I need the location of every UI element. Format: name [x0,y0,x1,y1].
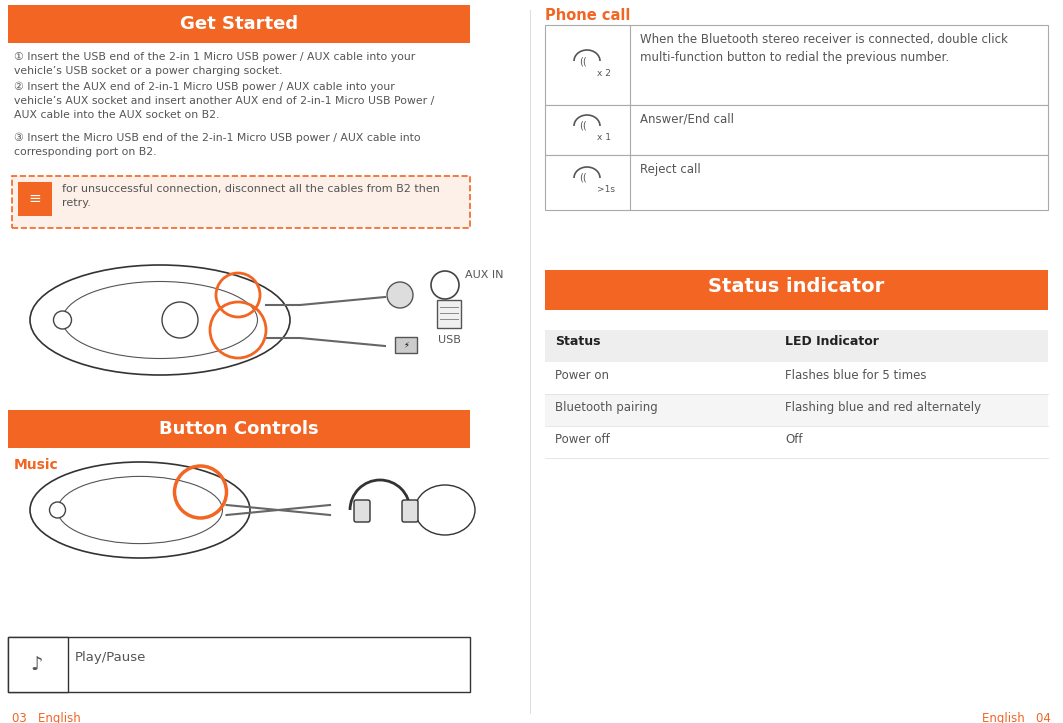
Circle shape [50,502,66,518]
FancyBboxPatch shape [18,182,52,216]
Ellipse shape [415,485,475,535]
Ellipse shape [30,265,290,375]
Circle shape [387,282,414,308]
Text: >1s: >1s [597,186,615,194]
FancyBboxPatch shape [395,337,417,353]
FancyBboxPatch shape [545,330,1048,362]
Text: Flashing blue and red alternately: Flashing blue and red alternately [784,401,981,414]
Text: Flashes blue for 5 times: Flashes blue for 5 times [784,369,927,382]
Ellipse shape [30,462,250,558]
Text: Bluetooth pairing: Bluetooth pairing [555,401,658,414]
FancyBboxPatch shape [402,500,418,522]
FancyBboxPatch shape [545,426,1048,458]
Text: Play/Pause: Play/Pause [75,651,147,664]
FancyBboxPatch shape [12,176,470,228]
Text: Status: Status [555,335,601,348]
FancyBboxPatch shape [545,394,1048,426]
FancyBboxPatch shape [354,500,370,522]
Text: Phone call: Phone call [545,8,630,23]
FancyBboxPatch shape [545,105,1048,155]
FancyBboxPatch shape [9,637,470,692]
Text: ≡: ≡ [29,192,41,207]
Text: Off: Off [784,433,803,446]
Text: ((: (( [579,173,587,183]
Text: When the Bluetooth stereo receiver is connected, double click
multi-function but: When the Bluetooth stereo receiver is co… [640,33,1008,64]
Text: Reject call: Reject call [640,163,701,176]
Text: Power on: Power on [555,369,609,382]
Circle shape [162,302,198,338]
FancyBboxPatch shape [9,410,470,448]
Text: ♪: ♪ [31,654,44,674]
Text: ③ Insert the Micro USB end of the 2-in-1 Micro USB power / AUX cable into
corres: ③ Insert the Micro USB end of the 2-in-1… [14,133,421,158]
Text: ① Insert the USB end of the 2-in 1 Micro USB power / AUX cable into your
vehicle: ① Insert the USB end of the 2-in 1 Micro… [14,52,416,76]
FancyBboxPatch shape [9,637,68,692]
Text: USB: USB [438,335,460,345]
Text: ((: (( [579,56,587,66]
Text: Answer/End call: Answer/End call [640,113,733,126]
Text: Button Controls: Button Controls [159,420,319,438]
FancyBboxPatch shape [545,362,1048,394]
Text: 03   English: 03 English [12,712,81,723]
Text: ((: (( [579,121,587,131]
Text: x 1: x 1 [597,134,611,142]
Circle shape [431,271,459,299]
Text: English   04: English 04 [982,712,1051,723]
FancyBboxPatch shape [9,5,470,43]
Text: Power off: Power off [555,433,610,446]
Text: Get Started: Get Started [180,15,298,33]
Text: for unsuccessful connection, disconnect all the cables from B2 then
retry.: for unsuccessful connection, disconnect … [62,184,440,208]
FancyBboxPatch shape [545,155,1048,210]
Text: Music: Music [14,458,58,472]
Circle shape [53,311,71,329]
Text: ⚡: ⚡ [403,341,409,349]
FancyBboxPatch shape [545,25,1048,105]
Text: Status indicator: Status indicator [708,278,884,296]
Text: x 2: x 2 [597,69,611,77]
FancyBboxPatch shape [545,270,1048,310]
Text: AUX IN: AUX IN [465,270,504,280]
FancyBboxPatch shape [437,300,461,328]
Text: LED Indicator: LED Indicator [784,335,879,348]
Text: ② Insert the AUX end of 2-in-1 Micro USB power / AUX cable into your
vehicle’s A: ② Insert the AUX end of 2-in-1 Micro USB… [14,82,435,120]
